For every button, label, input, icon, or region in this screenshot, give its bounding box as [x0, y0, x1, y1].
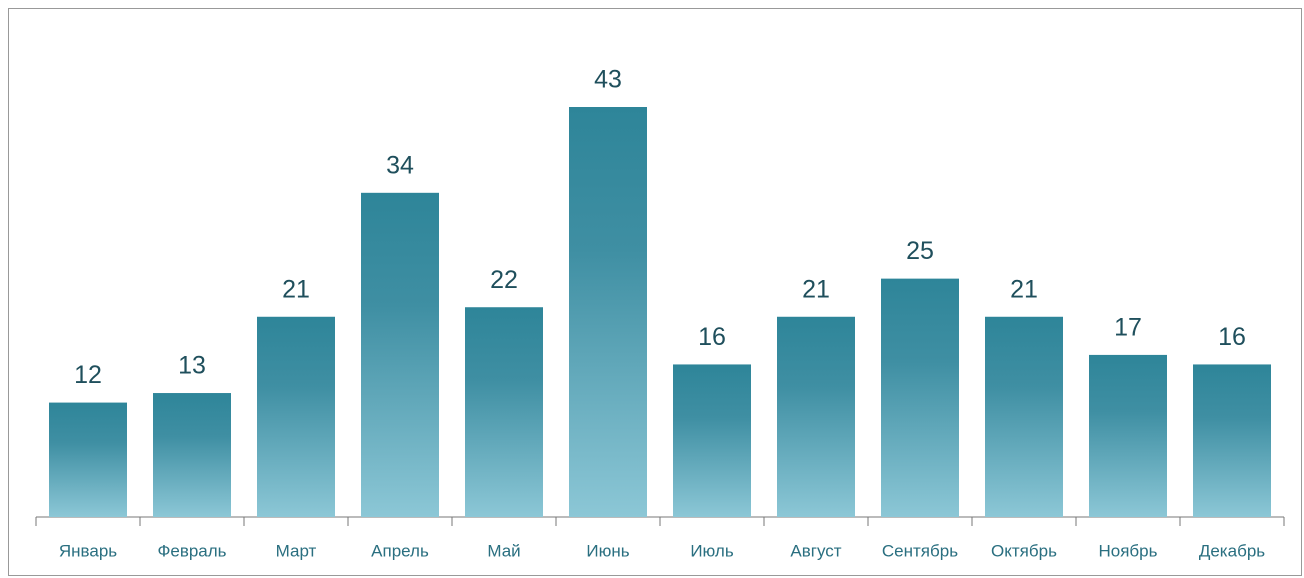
value-label: 12 — [74, 361, 102, 389]
bar — [1089, 354, 1167, 517]
value-label: 43 — [594, 66, 622, 94]
bar — [569, 107, 647, 517]
x-tick-label: Август — [790, 541, 841, 560]
bar — [361, 192, 439, 517]
value-label: 34 — [386, 151, 414, 179]
x-tick-label: Октябрь — [991, 541, 1057, 560]
value-label: 16 — [698, 323, 726, 351]
x-tick-label: Ноябрь — [1099, 541, 1158, 560]
bar — [465, 307, 543, 517]
value-label: 17 — [1114, 314, 1142, 342]
bar — [1193, 364, 1271, 517]
bar — [881, 278, 959, 517]
bar — [777, 316, 855, 517]
bar — [153, 393, 231, 517]
value-label: 22 — [490, 266, 518, 294]
value-label: 21 — [802, 275, 830, 303]
bar — [673, 364, 751, 517]
x-tick-label: Февраль — [157, 541, 226, 560]
x-tick-label: Март — [276, 541, 317, 560]
x-tick-label: Июль — [690, 541, 734, 560]
value-label: 21 — [282, 275, 310, 303]
x-tick-label: Декабрь — [1199, 541, 1265, 560]
value-label: 16 — [1218, 323, 1246, 351]
x-tick-label: Апрель — [371, 541, 429, 560]
bar — [257, 316, 335, 517]
x-tick-label: Май — [487, 541, 520, 560]
x-tick-label: Сентябрь — [882, 541, 958, 560]
value-label: 21 — [1010, 275, 1038, 303]
bar — [49, 402, 127, 517]
x-tick-label: Июнь — [586, 541, 629, 560]
x-tick-label: Январь — [59, 541, 117, 560]
value-label: 25 — [906, 237, 934, 265]
value-label: 13 — [178, 352, 206, 380]
bar — [985, 316, 1063, 517]
